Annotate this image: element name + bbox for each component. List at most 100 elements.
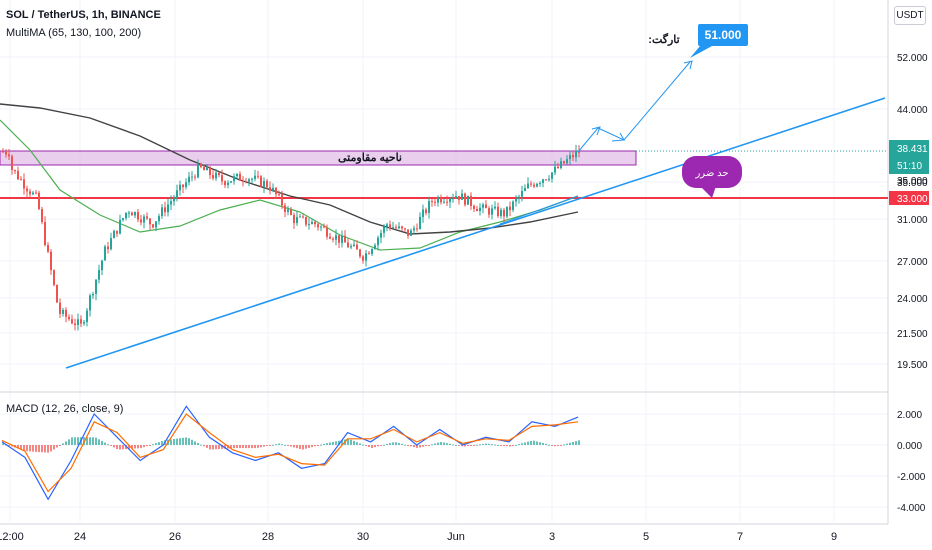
macd-histogram-bar (89, 437, 91, 445)
candle-up (233, 176, 235, 182)
macd-histogram-bar (554, 445, 556, 447)
macd-axis-tick: -2.000 (897, 472, 926, 483)
macd-histogram-bar (347, 438, 349, 445)
candle-down (212, 175, 214, 179)
ascending-trend-line (65, 97, 886, 369)
macd-histogram-bar (251, 445, 253, 449)
time-axis-tick: 5 (643, 531, 649, 543)
macd-histogram-bar (284, 444, 286, 446)
candle-down (149, 218, 151, 225)
target-value: 51.000 (705, 28, 742, 42)
macd-histogram-bar (332, 441, 334, 445)
price-axis-tick: 35.000 (897, 178, 928, 189)
candle-down (326, 227, 328, 237)
candle-up (377, 237, 379, 246)
candle-up (197, 163, 199, 178)
macd-histogram-bar (542, 443, 544, 445)
macd-histogram-bar (323, 443, 325, 445)
last-price-badge (889, 140, 929, 174)
candle-up (422, 209, 424, 217)
candle-up (227, 182, 229, 186)
candle-up (560, 161, 562, 168)
candle-countdown: 51:10 (897, 161, 922, 172)
macd-histogram-bar (497, 444, 499, 446)
symbol-title: SOL / TetherUS, 1h, BINANCE (6, 9, 161, 21)
macd-histogram-bar (185, 437, 187, 445)
macd-axis-tick: 0.000 (897, 441, 922, 452)
candle-up (230, 181, 232, 183)
macd-histogram-bar (341, 440, 343, 445)
price-axis-tick: 27.000 (897, 257, 928, 268)
macd-histogram-bar (170, 439, 172, 445)
macd-histogram-bar (194, 441, 196, 445)
macd-histogram-bar (248, 445, 250, 449)
candle-up (455, 195, 457, 199)
candle-down (203, 166, 205, 171)
candle-down (305, 216, 307, 225)
candle-up (296, 217, 298, 224)
macd-histogram-bar (182, 437, 184, 445)
macd-histogram-bar (38, 445, 40, 453)
candle-up (32, 192, 34, 195)
candle-down (116, 230, 118, 234)
macd-histogram-bar (563, 444, 565, 446)
candle-down (242, 180, 244, 182)
macd-histogram-bar (302, 445, 304, 450)
macd-histogram-bar (20, 445, 22, 450)
macd-histogram-bar (377, 445, 379, 447)
candle-up (467, 195, 469, 205)
candle-down (344, 235, 346, 243)
macd-histogram-bar (77, 437, 79, 445)
macd-histogram-bar (245, 445, 247, 449)
macd-histogram-bar (401, 443, 403, 445)
candle-down (302, 216, 304, 218)
macd-histogram-bar (413, 445, 415, 448)
candle-up (287, 209, 289, 212)
candle-up (494, 206, 496, 209)
stop-price-value: 33.000 (897, 194, 928, 205)
price-axis-tick: 52.000 (897, 53, 928, 64)
candle-down (470, 195, 472, 206)
projection-arrow-head (611, 132, 625, 142)
candle-up (479, 207, 481, 212)
candle-down (278, 194, 280, 196)
candle-down (41, 209, 43, 223)
candle-down (476, 208, 478, 212)
macd-histogram-bar (212, 445, 214, 450)
currency-badge[interactable]: USDT (894, 6, 926, 25)
candle-down (557, 166, 559, 168)
macd-histogram-bar (536, 441, 538, 445)
macd-histogram-bar (221, 445, 223, 449)
macd-histogram-bar (239, 445, 241, 449)
candle-down (182, 184, 184, 188)
macd-histogram-bar (359, 443, 361, 445)
ma-line-dark (0, 103, 579, 235)
candle-down (533, 184, 535, 187)
macd-histogram-bar (296, 445, 298, 449)
candle-down (404, 228, 406, 230)
stop-loss-bubble (682, 156, 742, 188)
candle-down (74, 323, 76, 325)
macd-histogram-bar (455, 444, 457, 446)
candle-down (269, 187, 271, 191)
macd-histogram-bar (428, 445, 430, 446)
macd-histogram-bar (410, 445, 412, 447)
candle-up (191, 176, 193, 178)
macd-histogram-bar (356, 442, 358, 445)
macd-histogram-bar (236, 445, 238, 449)
candle-up (554, 166, 556, 173)
macd-histogram-bar (452, 444, 454, 446)
candle-down (545, 179, 547, 181)
macd-histogram-bar (287, 445, 289, 446)
macd-histogram-bar (572, 441, 574, 445)
candle-down (338, 235, 340, 243)
projection-arrow-head (683, 60, 693, 70)
macd-histogram-bar (461, 445, 463, 447)
macd-histogram-bar (326, 443, 328, 445)
macd-histogram-bar (173, 439, 175, 445)
macd-histogram-bar (533, 440, 535, 445)
candle-down (368, 253, 370, 255)
macd-histogram-bar (575, 441, 577, 445)
macd-histogram-bar (290, 445, 292, 447)
